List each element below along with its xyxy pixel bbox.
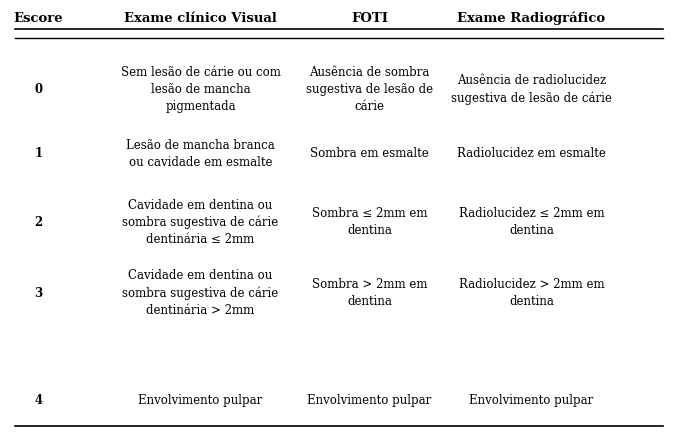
Text: Lesão de mancha branca
ou cavidade em esmalte: Lesão de mancha branca ou cavidade em es… [126,139,275,169]
Text: Escore: Escore [14,12,63,25]
Text: Radiolucidez ≤ 2mm em
dentina: Radiolucidez ≤ 2mm em dentina [458,207,604,238]
Text: Ausência de radiolucidez
sugestiva de lesão de cárie: Ausência de radiolucidez sugestiva de le… [451,74,612,105]
Text: Ausência de sombra
sugestiva de lesão de
cárie: Ausência de sombra sugestiva de lesão de… [306,66,433,113]
Text: Envolvimento pulpar: Envolvimento pulpar [138,394,262,407]
Text: Exame Radiográfico: Exame Radiográfico [458,12,605,25]
Text: 3: 3 [35,287,43,300]
Text: Envolvimento pulpar: Envolvimento pulpar [469,394,593,407]
Text: Sombra ≤ 2mm em
dentina: Sombra ≤ 2mm em dentina [312,207,427,238]
Text: Sombra > 2mm em
dentina: Sombra > 2mm em dentina [312,278,427,308]
Text: FOTI: FOTI [351,12,388,25]
Text: 1: 1 [35,147,43,160]
Text: Envolvimento pulpar: Envolvimento pulpar [307,394,431,407]
Text: Sombra em esmalte: Sombra em esmalte [310,147,428,160]
Text: 4: 4 [35,394,43,407]
Text: Cavidade em dentina ou
sombra sugestiva de cárie
dentinária > 2mm: Cavidade em dentina ou sombra sugestiva … [123,270,279,317]
Text: 0: 0 [35,83,43,96]
Text: Radiolucidez em esmalte: Radiolucidez em esmalte [457,147,606,160]
Text: Exame clínico Visual: Exame clínico Visual [124,12,277,25]
Text: 2: 2 [35,216,43,229]
Text: Sem lesão de cárie ou com
lesão de mancha
pigmentada: Sem lesão de cárie ou com lesão de manch… [121,66,281,113]
Text: Cavidade em dentina ou
sombra sugestiva de cárie
dentinária ≤ 2mm: Cavidade em dentina ou sombra sugestiva … [123,199,279,246]
Text: Radiolucidez > 2mm em
dentina: Radiolucidez > 2mm em dentina [458,278,604,308]
